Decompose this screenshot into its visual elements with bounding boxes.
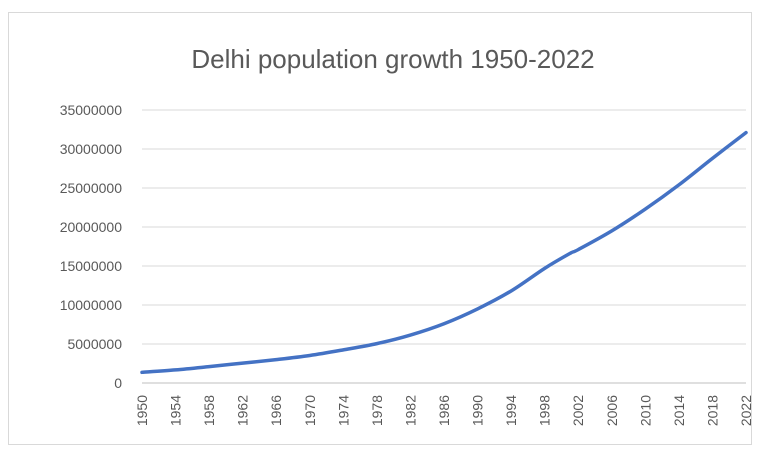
- x-tick-label: 1962: [235, 395, 251, 426]
- x-tick-label: 1994: [503, 395, 519, 426]
- x-tick-label: 1954: [168, 395, 184, 426]
- chart-title: Delhi population growth 1950-2022: [191, 44, 594, 74]
- x-tick-label: 1950: [134, 395, 150, 426]
- y-axis-ticks: 0 5000000 10000000 15000000 20000000 25000000…: [60, 102, 123, 391]
- gridlines: [142, 109, 746, 384]
- x-tick-label: 1998: [537, 395, 553, 426]
- population-series-line: [140, 130, 748, 375]
- y-tick-label: 0: [114, 375, 122, 391]
- x-tick-label: 1990: [470, 395, 486, 426]
- x-tick-label: 1982: [402, 395, 418, 426]
- x-tick-label: 1986: [436, 395, 452, 426]
- y-tick-label: 20000000: [60, 219, 123, 235]
- x-axis-ticks: 1950 1954 1958 1962 1966 1970 1974 1978 1982 1986…: [134, 395, 754, 426]
- y-tick-label: 30000000: [60, 141, 123, 157]
- x-tick-label: 1974: [335, 395, 351, 426]
- series-layer: [140, 130, 748, 375]
- x-tick-label: 1958: [201, 395, 217, 426]
- y-tick-label: 15000000: [60, 258, 123, 274]
- x-tick-label: 2010: [637, 395, 653, 426]
- y-tick-label: 25000000: [60, 180, 123, 196]
- x-tick-label: 2002: [570, 395, 586, 426]
- y-tick-label: 35000000: [60, 102, 123, 118]
- x-tick-label: 1970: [302, 395, 318, 426]
- x-tick-label: 2018: [704, 395, 720, 426]
- y-tick-label: 5000000: [67, 336, 122, 352]
- x-tick-label: 2006: [604, 395, 620, 426]
- x-tick-label: 2014: [671, 395, 687, 426]
- x-tick-label: 2022: [738, 395, 754, 426]
- x-tick-label: 1966: [268, 395, 284, 426]
- y-tick-label: 10000000: [60, 297, 123, 313]
- x-tick-label: 1978: [369, 395, 385, 426]
- chart-frame: [8, 12, 752, 445]
